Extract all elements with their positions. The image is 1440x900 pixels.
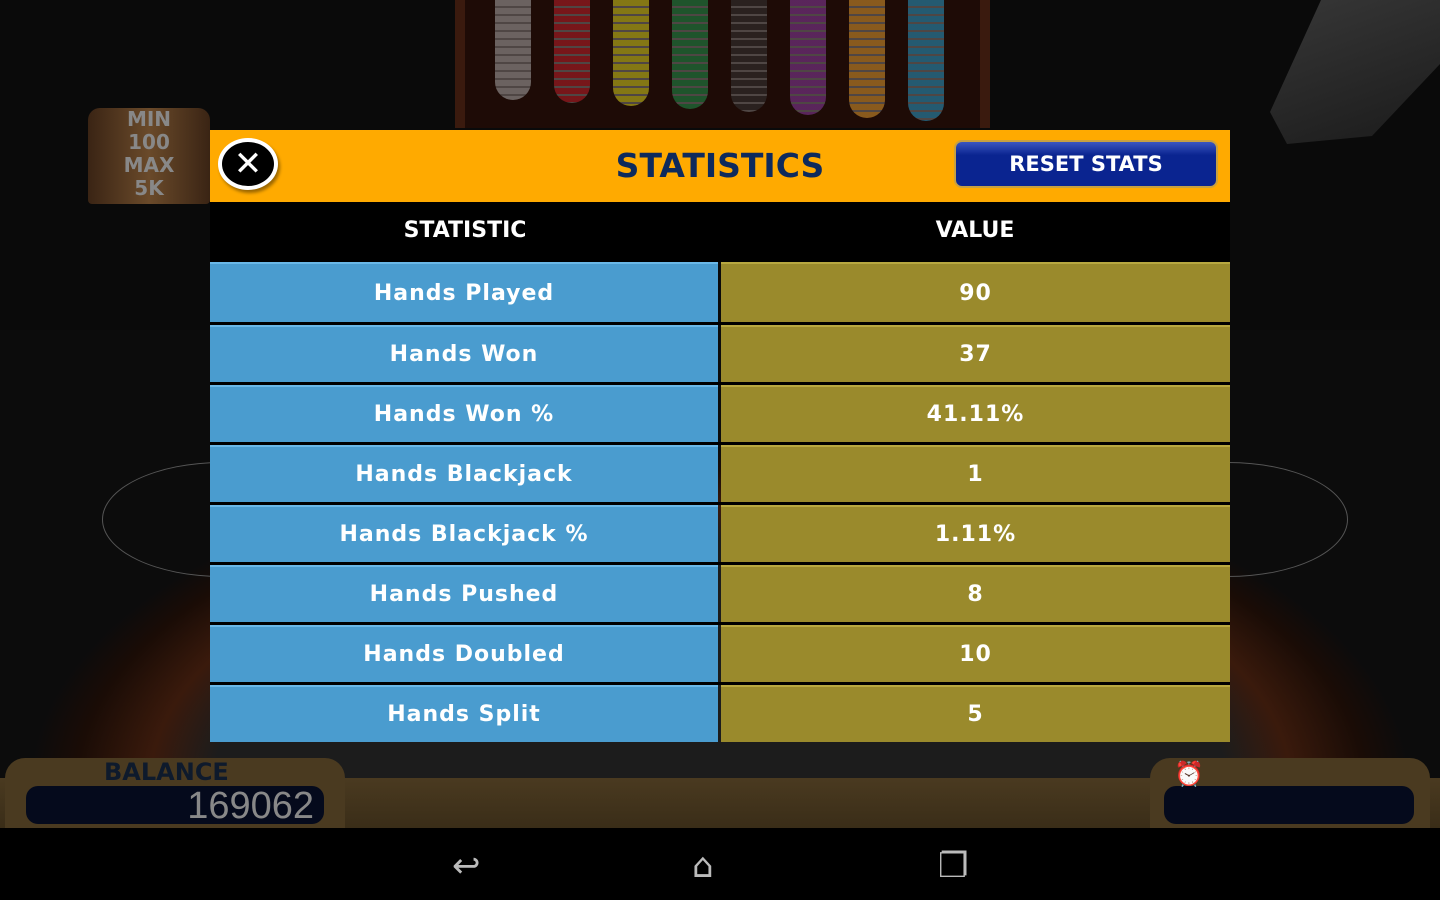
- min-value: 100: [128, 130, 170, 154]
- table-row: Hands Blackjack 1: [210, 442, 1230, 502]
- statistics-table-body: Hands Played 90 Hands Won 37 Hands Won % 41.1…: [210, 262, 1230, 742]
- value-cell: 8: [721, 565, 1230, 622]
- chip-stack[interactable]: [790, 0, 826, 115]
- chip-rack: [455, 0, 990, 128]
- statistic-cell: Hands Split: [210, 685, 718, 742]
- statistic-cell: Hands Doubled: [210, 625, 718, 682]
- card-shoe: [1270, 0, 1440, 144]
- recent-apps-icon[interactable]: ❐: [938, 846, 969, 886]
- statistic-cell: Hands Won %: [210, 385, 718, 442]
- statistics-dialog: ✕ STATISTICS RESET STATS STATISTIC VALUE…: [210, 130, 1230, 742]
- value-cell: 10: [721, 625, 1230, 682]
- min-label: MIN: [126, 107, 172, 131]
- chip-stack[interactable]: [908, 0, 944, 121]
- table-row: Hands Won 37: [210, 322, 1230, 382]
- table-row: Hands Blackjack % 1.11%: [210, 502, 1230, 562]
- home-icon[interactable]: ⌂: [692, 846, 714, 886]
- statistic-cell: Hands Played: [210, 262, 718, 322]
- value-cell: 41.11%: [721, 385, 1230, 442]
- table-row: Hands Doubled 10: [210, 622, 1230, 682]
- table-row: Hands Won % 41.11%: [210, 382, 1230, 442]
- alarm-clock-icon: ⏰: [1174, 760, 1204, 788]
- value-cell: 1.11%: [721, 505, 1230, 562]
- statistic-cell: Hands Blackjack %: [210, 505, 718, 562]
- column-header-statistic: STATISTIC: [403, 218, 527, 243]
- balance-value: 169062: [26, 786, 324, 826]
- value-cell: 37: [721, 325, 1230, 382]
- chip-stack[interactable]: [672, 0, 708, 109]
- android-nav-bar: [0, 828, 1440, 900]
- statistic-cell: Hands Blackjack: [210, 445, 718, 502]
- value-cell: 90: [721, 262, 1230, 322]
- table-row: Hands Split 5: [210, 682, 1230, 742]
- statistic-cell: Hands Pushed: [210, 565, 718, 622]
- chip-stack[interactable]: [731, 0, 767, 112]
- chip-stack[interactable]: [613, 0, 649, 106]
- max-value: 5K: [134, 176, 164, 200]
- chip-stack[interactable]: [849, 0, 885, 118]
- balance-label: BALANCE: [104, 758, 229, 786]
- column-header-value: VALUE: [935, 218, 1015, 243]
- table-row: Hands Pushed 8: [210, 562, 1230, 622]
- back-icon[interactable]: ↩: [452, 846, 481, 886]
- chip-stack[interactable]: [554, 0, 590, 103]
- value-cell: 1: [721, 445, 1230, 502]
- table-row: Hands Played 90: [210, 262, 1230, 322]
- chip-stack[interactable]: [495, 0, 531, 100]
- reset-stats-button[interactable]: RESET STATS: [954, 140, 1218, 188]
- table-header: STATISTIC VALUE: [210, 202, 1230, 262]
- close-icon[interactable]: ✕: [218, 138, 278, 190]
- dialog-header: ✕ STATISTICS RESET STATS: [210, 130, 1230, 202]
- timer-display: [1164, 786, 1414, 824]
- value-cell: 5: [721, 685, 1230, 742]
- table-limit-sign: MIN 100 MAX 5K: [88, 108, 210, 204]
- dialog-title: STATISTICS: [615, 146, 825, 185]
- statistic-cell: Hands Won: [210, 325, 718, 382]
- max-label: MAX: [123, 153, 175, 177]
